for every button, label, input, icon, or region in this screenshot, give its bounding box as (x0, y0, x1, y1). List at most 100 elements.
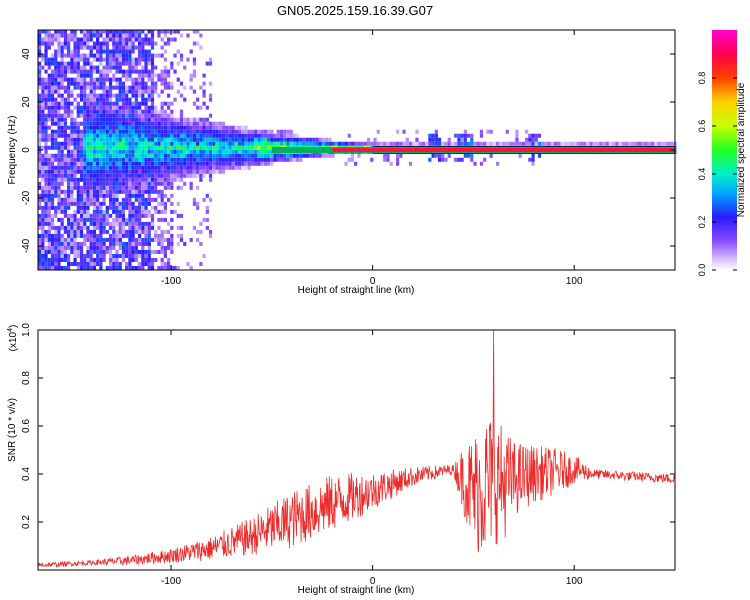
heatmap-cell (115, 157, 119, 162)
heatmap-cell (176, 225, 180, 230)
heatmap-cell (112, 245, 116, 250)
heatmap-cell (63, 145, 68, 150)
heatmap-cell (54, 33, 58, 38)
heatmap-cell (96, 85, 100, 90)
heatmap-cell (183, 161, 187, 166)
heatmap-cell (189, 157, 193, 162)
heatmap-cell (196, 149, 200, 154)
heatmap-cell (57, 149, 61, 154)
heatmap-cell (212, 157, 216, 162)
heatmap-cell (167, 221, 171, 226)
heatmap-cell (86, 129, 90, 134)
heatmap-cell (134, 265, 138, 270)
heatmap-cell (473, 141, 477, 146)
heatmap-cell (63, 169, 68, 174)
heatmap-cell (38, 29, 42, 34)
heatmap-cell (299, 157, 303, 162)
heatmap-cell (147, 29, 151, 34)
heatmap-cell (144, 61, 148, 66)
heatmap-cell (160, 89, 164, 94)
heatmap-cell (150, 45, 155, 50)
heatmap-cell (73, 153, 77, 158)
heatmap-cell (312, 153, 316, 158)
heatmap-cell (157, 93, 161, 98)
heatmap-cell (128, 149, 132, 154)
heatmap-cell (167, 105, 171, 110)
heatmap-cell (176, 117, 180, 122)
heatmap-cell (73, 201, 77, 206)
heatmap-cell (147, 257, 151, 262)
heatmap-cell (470, 153, 474, 158)
heatmap-cell (131, 201, 135, 206)
heatmap-cell (247, 137, 251, 142)
heatmap-cell (150, 213, 155, 218)
heatmap-cell (560, 141, 564, 146)
colorbar-tick-label: 0.4 (697, 168, 707, 181)
heatmap-cell (173, 69, 177, 74)
heatmap-cell (112, 257, 116, 262)
heatmap-cell (41, 241, 45, 246)
heatmap-cell (125, 41, 129, 46)
heatmap-cell (121, 57, 126, 62)
heatmap-cell (108, 93, 113, 98)
heatmap-cell (157, 181, 161, 186)
heatmap-cell (454, 133, 458, 138)
heatmap-cell (89, 177, 93, 182)
heatmap-cell (108, 253, 113, 258)
heatmap-cell (121, 241, 126, 246)
heatmap-cell (112, 85, 116, 90)
heatmap-cell (202, 121, 206, 126)
heatmap-cell (544, 141, 548, 146)
heatmap-cell (144, 153, 148, 158)
heatmap-cell (231, 129, 235, 134)
heatmap-cell (121, 81, 126, 86)
heatmap-cell (157, 129, 161, 134)
heatmap-cell (47, 249, 51, 254)
heatmap-cell (67, 61, 71, 66)
heatmap-cell (631, 141, 635, 146)
heatmap-cell (131, 141, 135, 146)
heatmap-cell (79, 165, 84, 170)
heatmap-cell (208, 165, 213, 170)
heatmap-cell (141, 169, 145, 174)
heatmap-cell (163, 145, 167, 150)
heatmap-cell (221, 141, 226, 146)
heatmap-cell (70, 161, 74, 166)
heatmap-cell (67, 257, 71, 262)
heatmap-cell (108, 141, 113, 146)
heatmap-cell (73, 197, 77, 202)
heatmap-cell (179, 225, 184, 230)
heatmap-cell (134, 213, 138, 218)
heatmap-cell (108, 85, 113, 90)
heatmap-cell (134, 29, 138, 34)
heatmap-cell (92, 133, 97, 138)
heatmap-cell (108, 81, 113, 86)
heatmap-cell (134, 153, 138, 158)
heatmap-cell (131, 129, 135, 134)
heatmap-cell (125, 57, 129, 62)
heatmap-cell (141, 185, 145, 190)
heatmap-cell (244, 141, 248, 146)
heatmap-cell (237, 141, 242, 146)
heatmap-cell (83, 137, 87, 142)
heatmap-cell (99, 41, 103, 46)
heatmap-cell (186, 145, 190, 150)
heatmap-cell (67, 173, 71, 178)
heatmap-cell (192, 57, 197, 62)
heatmap-cell (128, 141, 132, 146)
heatmap-cell (241, 141, 245, 146)
heatmap-cell (60, 49, 64, 54)
heatmap-cell (150, 89, 155, 94)
heatmap-cell (141, 245, 145, 250)
heatmap-cell (70, 61, 74, 66)
heatmap-cell (163, 113, 167, 118)
heatmap-cell (86, 101, 90, 106)
heatmap-cell (79, 37, 84, 42)
heatmap-cell (67, 77, 71, 82)
heatmap-cell (144, 257, 148, 262)
heatmap-cell (270, 133, 274, 138)
heatmap-cell (257, 129, 261, 134)
heatmap-cell (318, 153, 322, 158)
heatmap-cell (502, 141, 506, 146)
heatmap-cell (163, 157, 167, 162)
